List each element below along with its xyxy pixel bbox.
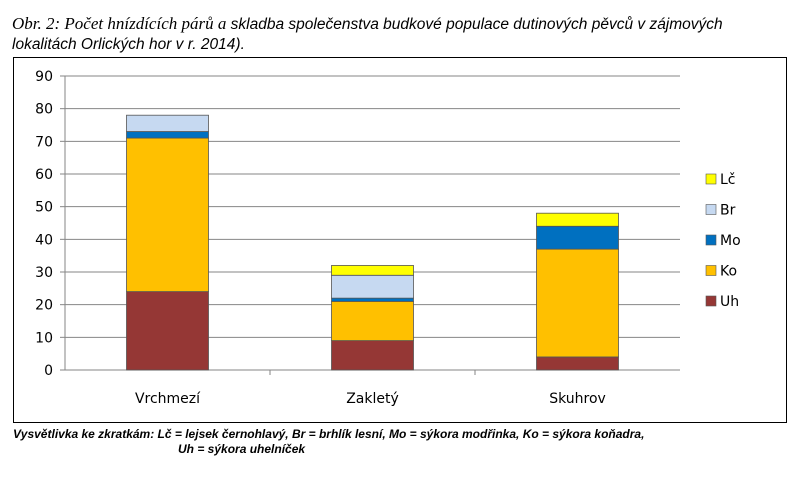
bar-segment — [126, 137, 209, 293]
y-tick-label: 40 — [35, 232, 53, 248]
bar-segment — [331, 274, 414, 299]
bar-segment — [126, 291, 209, 371]
figure-caption: Obr. 2: Počet hnízdících párů a skladba … — [12, 14, 788, 55]
bar-segment — [536, 248, 619, 358]
x-tick-label: Skuhrov — [549, 391, 606, 407]
y-tick-label: 80 — [35, 102, 53, 118]
bar-segment — [331, 297, 414, 302]
abbreviation-note: Vysvětlivka ke zkratkám: Lč = lejsek čer… — [13, 427, 793, 457]
y-tick-label: 30 — [35, 265, 53, 281]
legend-swatch — [705, 295, 717, 307]
legend-label: Lč — [720, 172, 736, 188]
caption-lead: Obr. 2: Počet hnízdících párů a — [12, 14, 227, 33]
legend-swatch — [705, 265, 717, 276]
stacked-bar-chart: 0 10 20 30 40 50 60 70 80 90 Vrchmezí Zakletý Skuhro… — [35, 69, 741, 407]
x-tick-label: Vrchmezí — [135, 391, 201, 407]
bar-segment — [331, 340, 414, 371]
note-line-1: Vysvětlivka ke zkratkám: Lč = lejsek čer… — [13, 427, 645, 441]
legend-label: Uh — [720, 294, 739, 310]
caption-rest: skladba společenstva budkové populace du… — [12, 16, 723, 53]
y-tick-label: 20 — [35, 298, 53, 314]
note-line-2: Uh = sýkora uhelníček — [178, 442, 306, 456]
chart-frame: 0 10 20 30 40 50 60 70 80 90 Vrchmezí Zakletý Skuhro… — [13, 57, 787, 423]
y-tick-label: 10 — [35, 330, 53, 346]
legend-label: Ko — [720, 264, 737, 280]
bar-segment — [126, 114, 209, 132]
bar-segment — [536, 212, 619, 227]
y-tick-label: 70 — [35, 134, 53, 150]
legend-label: Br — [720, 203, 736, 219]
legend-swatch — [705, 204, 717, 215]
bar-segment — [536, 225, 619, 250]
legend-label: Mo — [720, 233, 741, 249]
bar-segment — [126, 131, 209, 139]
y-tick-label: 0 — [44, 363, 53, 379]
y-tick-label: 90 — [35, 69, 53, 85]
bar-segment — [536, 356, 619, 371]
legend-swatch — [705, 173, 717, 185]
y-tick-label: 50 — [35, 200, 53, 216]
bar-segment — [331, 300, 414, 341]
x-tick-label: Zakletý — [346, 391, 399, 407]
legend-swatch — [705, 234, 717, 246]
y-tick-label: 60 — [35, 167, 53, 183]
bar-segment — [331, 265, 414, 276]
